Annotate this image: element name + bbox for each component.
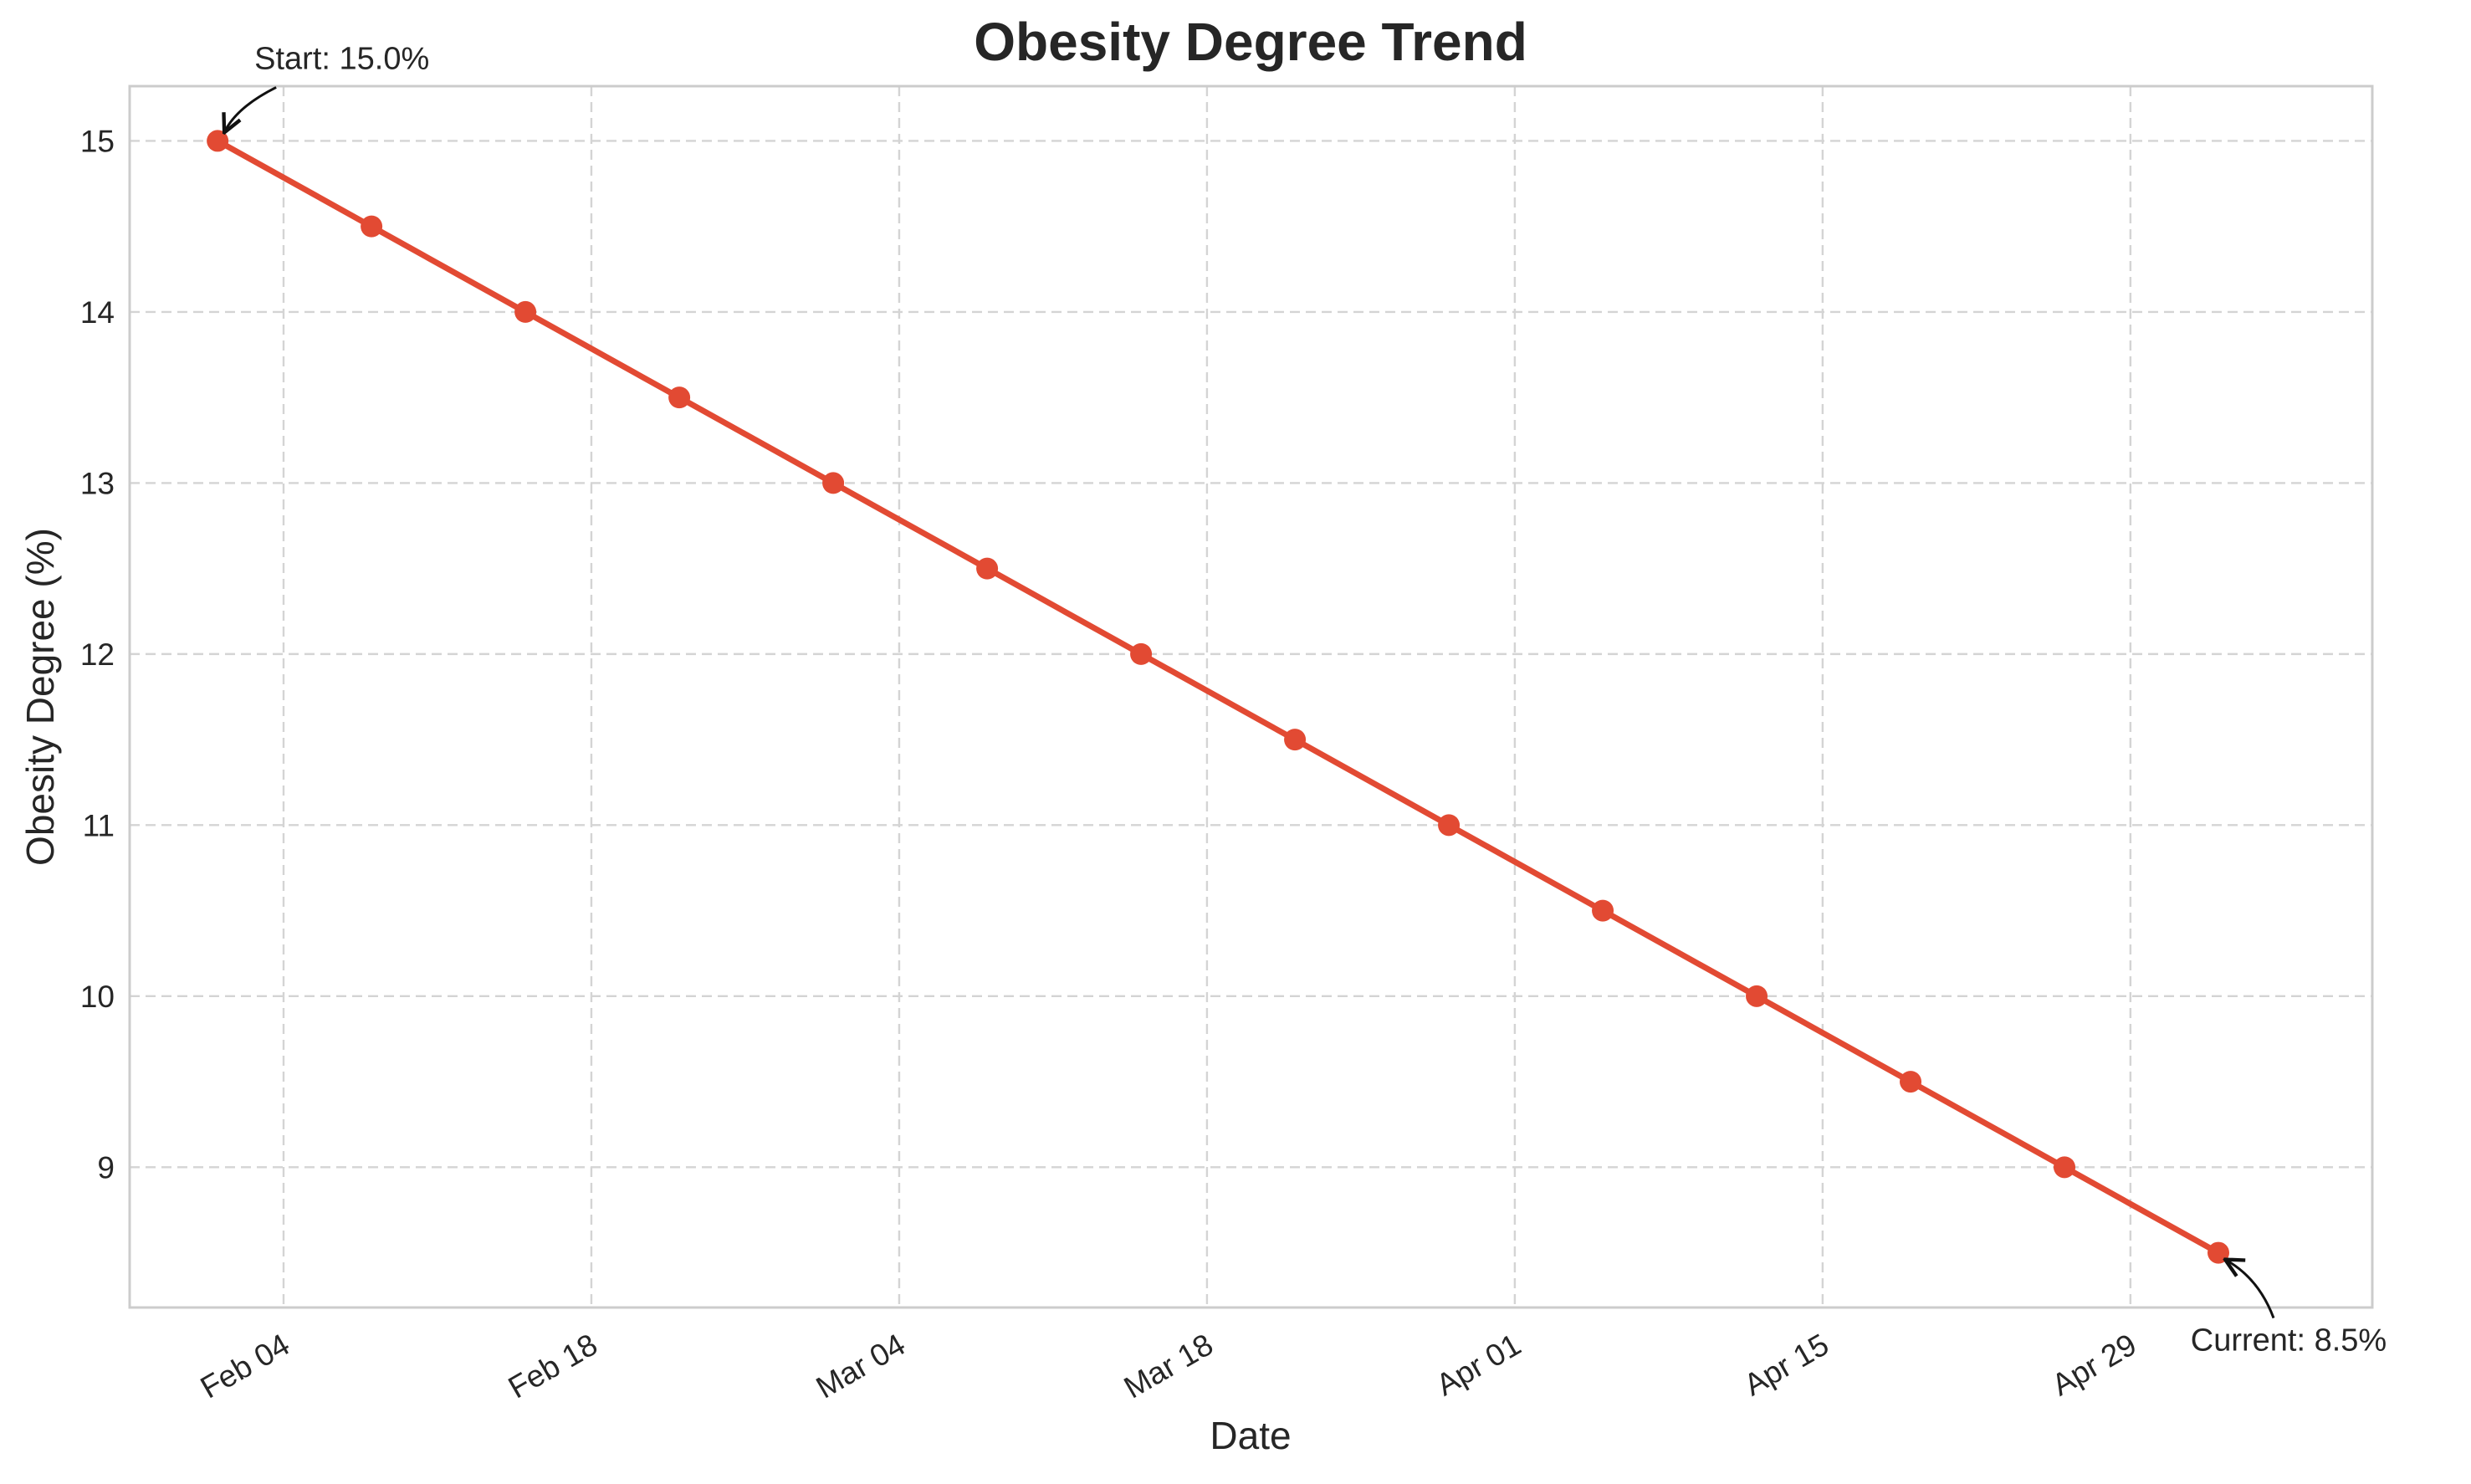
y-tick-label: 13: [80, 466, 115, 500]
data-point: [361, 215, 383, 238]
data-point: [1438, 814, 1461, 837]
current-annotation: Current: 8.5%: [2191, 1323, 2387, 1359]
x-tick-label: Feb 18: [503, 1327, 603, 1405]
x-tick-label: Apr 15: [1738, 1327, 1834, 1402]
data-point: [514, 300, 537, 323]
x-tick-label: Apr 29: [2046, 1327, 2142, 1402]
annotations: Start: 15.0% Current: 8.5%: [224, 41, 2387, 1359]
data-point: [1900, 1071, 1922, 1093]
grid: [130, 86, 2372, 1307]
plot-area-frame: [128, 84, 2374, 1309]
start-annotation: Start: 15.0%: [254, 41, 429, 76]
x-axis-title: Date: [1210, 1414, 1291, 1457]
y-axis-title: Obesity Degree (%): [18, 528, 62, 866]
y-tick-label: 10: [80, 980, 115, 1014]
chart-title: Obesity Degree Trend: [974, 12, 1527, 72]
y-tick-label: 11: [83, 808, 115, 842]
data-point: [668, 386, 691, 409]
data-point: [822, 472, 845, 494]
y-tick-label: 14: [80, 295, 115, 330]
x-tick-label: Mar 04: [811, 1327, 911, 1405]
data-point: [1746, 985, 1768, 1007]
y-tick-label: 9: [97, 1150, 115, 1185]
y-tick-label: 12: [80, 637, 115, 672]
x-tick-label: Apr 01: [1430, 1327, 1527, 1402]
x-tick-label: Mar 18: [1118, 1327, 1219, 1405]
start-annotation-arrow: [224, 86, 277, 132]
data-point: [1592, 899, 1614, 922]
tick-labels: Feb 04 Feb 18 Mar 04 Mar 18 Apr 01 Apr 15 Apr …: [80, 124, 2142, 1405]
series-layer: [207, 130, 2230, 1264]
current-annotation-arrow: [2225, 1260, 2275, 1319]
data-point: [2054, 1156, 2076, 1179]
data-point: [976, 557, 999, 580]
data-point: [1130, 642, 1153, 665]
series-line: [214, 137, 2222, 1256]
x-tick-label: Feb 04: [195, 1327, 295, 1405]
y-tick-label: 15: [80, 124, 115, 158]
data-point: [1284, 729, 1307, 751]
data-point: [207, 130, 229, 152]
